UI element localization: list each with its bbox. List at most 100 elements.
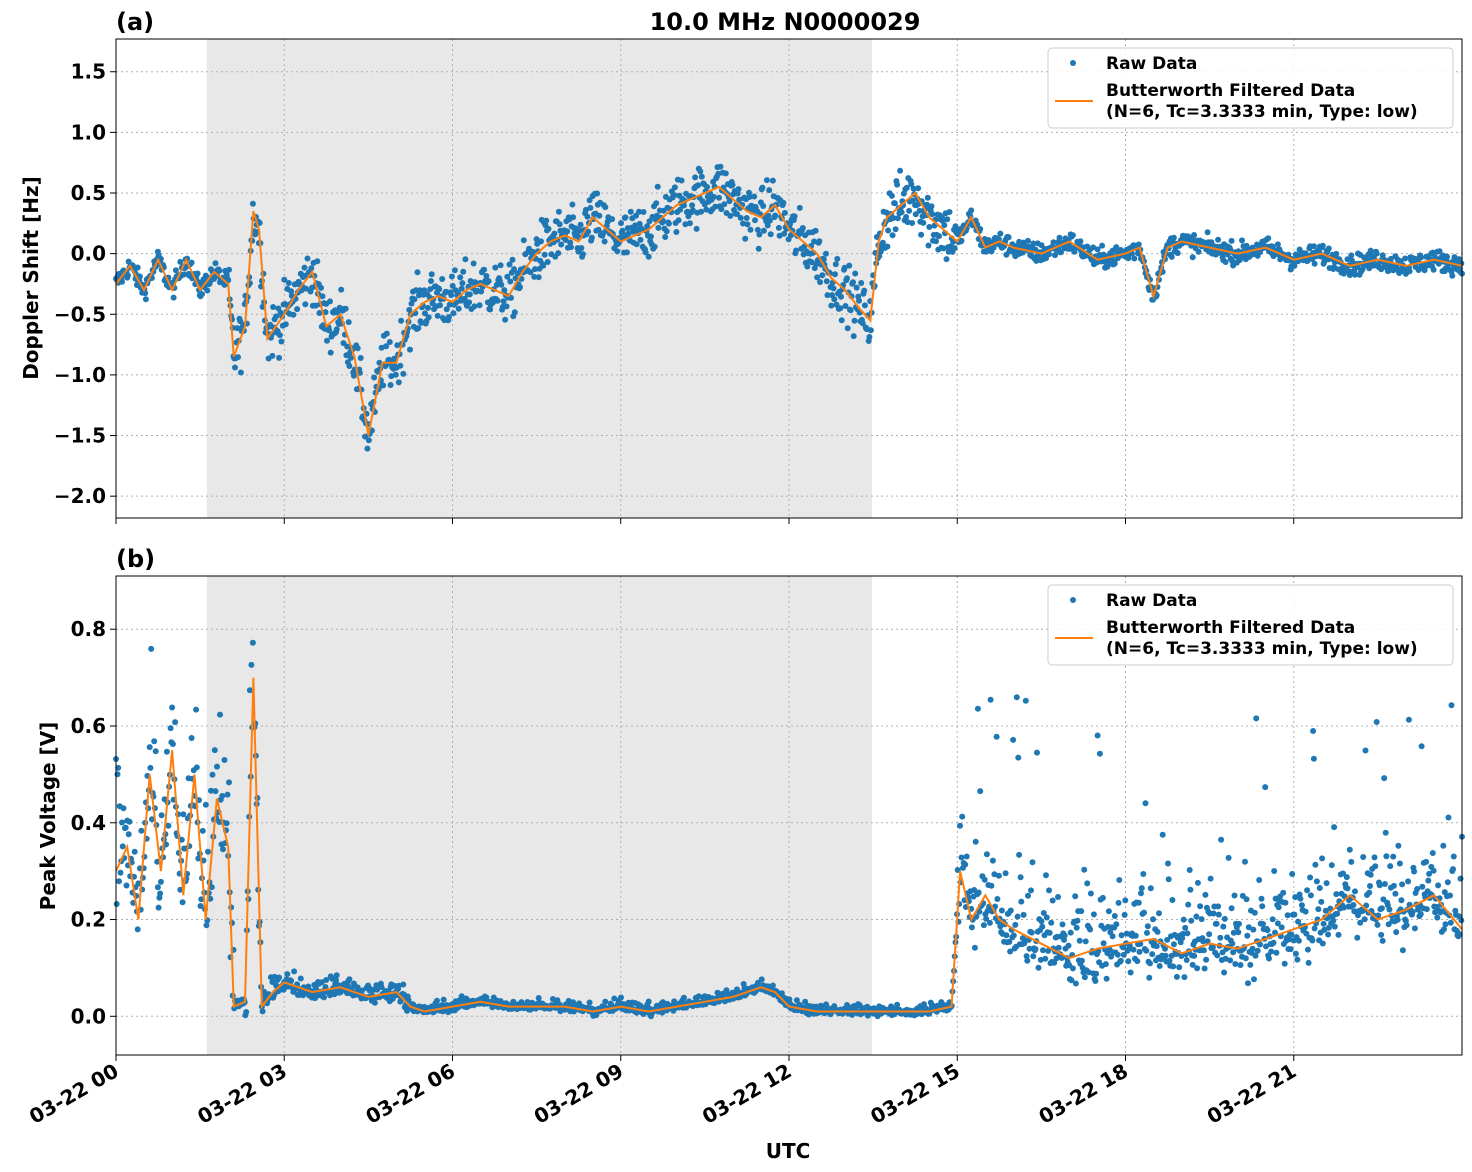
raw-point: [1149, 951, 1156, 958]
raw-point: [746, 193, 753, 200]
raw-point: [312, 985, 319, 992]
raw-point: [350, 372, 357, 379]
raw-point: [867, 327, 874, 334]
raw-point: [586, 197, 593, 204]
raw-point: [314, 258, 321, 265]
raw-point: [1188, 917, 1195, 924]
raw-point: [216, 819, 223, 825]
raw-point: [582, 206, 589, 213]
raw-point: [1111, 260, 1118, 267]
raw-point: [1189, 254, 1196, 261]
raw-point: [507, 278, 514, 285]
y-tick-label: 0.4: [71, 811, 106, 835]
raw-point: [1328, 862, 1335, 869]
raw-point: [1050, 239, 1057, 246]
raw-point: [1375, 912, 1382, 919]
raw-point: [461, 295, 468, 302]
raw-point: [1191, 952, 1198, 959]
raw-point: [1025, 892, 1031, 899]
raw-point: [1251, 976, 1257, 983]
raw-point: [892, 226, 899, 233]
raw-point: [202, 801, 209, 808]
raw-point: [1264, 927, 1271, 934]
raw-point: [1183, 957, 1190, 963]
raw-point: [142, 296, 149, 303]
raw-point: [564, 228, 571, 235]
raw-point: [1043, 914, 1050, 921]
raw-point: [1010, 932, 1017, 939]
raw-point: [578, 245, 585, 251]
raw-point: [912, 211, 919, 218]
raw-point: [418, 319, 425, 326]
raw-point: [1282, 899, 1289, 906]
raw-point: [1313, 878, 1320, 885]
raw-point: [1202, 891, 1209, 898]
raw-point: [1010, 736, 1017, 743]
raw-point: [1383, 853, 1390, 860]
raw-point: [663, 228, 670, 235]
raw-point: [734, 211, 740, 217]
raw-point: [842, 303, 849, 309]
y-tick-label: 1.5: [71, 60, 106, 84]
raw-point: [1016, 238, 1023, 245]
raw-point: [345, 319, 352, 326]
raw-point: [448, 292, 455, 299]
raw-point: [392, 371, 399, 378]
raw-point: [1194, 879, 1201, 886]
raw-point: [1204, 229, 1211, 236]
raw-point: [698, 173, 705, 180]
raw-point: [640, 209, 647, 215]
raw-point: [1381, 775, 1388, 782]
raw-point: [302, 301, 309, 308]
raw-point: [1395, 842, 1402, 849]
raw-point: [1018, 898, 1025, 905]
raw-point: [455, 305, 462, 312]
raw-point: [1130, 946, 1137, 953]
raw-point: [866, 334, 873, 340]
raw-point: [333, 972, 340, 979]
raw-point: [1094, 732, 1101, 739]
raw-point: [346, 363, 353, 369]
raw-point: [1191, 232, 1198, 238]
raw-point: [673, 229, 680, 235]
raw-point: [977, 788, 984, 795]
raw-point: [1135, 899, 1142, 906]
raw-point: [653, 200, 660, 207]
raw-point: [832, 271, 838, 278]
raw-point: [533, 236, 540, 243]
raw-point: [740, 220, 746, 227]
raw-point: [570, 999, 577, 1006]
raw-point: [959, 813, 966, 820]
raw-point: [569, 201, 576, 208]
raw-point: [958, 854, 965, 861]
raw-point: [303, 285, 309, 292]
raw-point: [986, 919, 993, 926]
raw-point: [451, 267, 458, 274]
raw-point: [1147, 885, 1154, 892]
raw-point: [1263, 943, 1269, 950]
raw-point: [414, 269, 421, 276]
raw-point: [885, 227, 892, 234]
raw-point: [837, 305, 844, 312]
raw-point: [841, 264, 848, 271]
raw-point: [588, 234, 595, 241]
raw-point: [928, 203, 935, 210]
raw-point: [416, 287, 423, 294]
raw-point: [1304, 946, 1311, 953]
raw-point: [766, 187, 773, 194]
raw-point: [1195, 248, 1202, 255]
raw-point: [831, 296, 838, 303]
raw-point: [844, 325, 851, 332]
raw-point: [1444, 879, 1451, 886]
raw-point: [1315, 906, 1322, 913]
raw-point: [1309, 937, 1316, 944]
raw-point: [1162, 952, 1169, 959]
raw-point: [1181, 974, 1188, 981]
raw-point: [1184, 930, 1191, 937]
raw-point: [1435, 260, 1442, 267]
raw-point: [1390, 882, 1397, 889]
raw-point: [122, 824, 129, 831]
raw-point: [1132, 932, 1139, 939]
raw-point: [1092, 978, 1099, 984]
raw-point: [727, 212, 734, 219]
